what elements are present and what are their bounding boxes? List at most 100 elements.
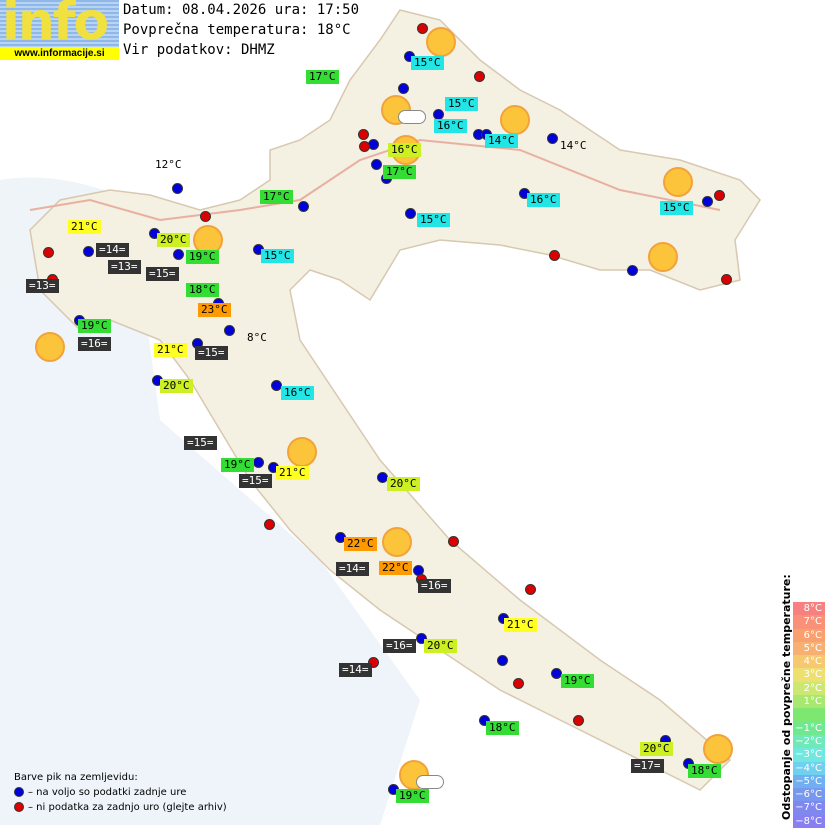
temperature-label[interactable]: =16= [418, 579, 451, 593]
blue-dot-icon [14, 787, 24, 797]
temperature-label[interactable]: =17= [631, 759, 664, 773]
legend-missing: – ni podatka za zadnjo uro (glejte arhiv… [28, 802, 227, 813]
temperature-label[interactable]: 23°C [198, 303, 231, 317]
temperature-label[interactable]: 19°C [78, 319, 111, 333]
deviation-scale: 8°C 7°C 6°C 5°C 4°C 3°C 2°C 1°C −1°C −2°C −3°C −4°C… [793, 602, 825, 828]
station-dot-missing[interactable] [721, 274, 732, 285]
temperature-label[interactable]: 17°C [383, 165, 416, 179]
temperature-label[interactable]: 19°C [186, 250, 219, 264]
station-dot-available[interactable] [173, 249, 184, 260]
average-temperature: Povprečna temperatura: 18°C [123, 22, 351, 38]
temperature-label[interactable]: 20°C [160, 379, 193, 393]
station-dot-available[interactable] [479, 715, 490, 726]
temperature-label[interactable]: 17°C [306, 70, 339, 84]
station-dot-available[interactable] [271, 380, 282, 391]
station-dot-available[interactable] [172, 183, 183, 194]
temperature-label[interactable]: 15°C [417, 213, 450, 227]
temperature-label[interactable]: 15°C [411, 56, 444, 70]
temperature-label[interactable]: 16°C [434, 119, 467, 133]
temperature-label[interactable]: 20°C [157, 233, 190, 247]
temperature-label[interactable]: 18°C [688, 764, 721, 778]
legend-ok: – na voljo so podatki zadnje ure [28, 787, 187, 798]
station-dot-missing[interactable] [264, 519, 275, 530]
temperature-label[interactable]: 22°C [379, 561, 412, 575]
temperature-label[interactable]: 21°C [154, 343, 187, 357]
temperature-label[interactable]: =15= [195, 346, 228, 360]
station-dot-missing[interactable] [359, 141, 370, 152]
temperature-label[interactable]: 16°C [527, 193, 560, 207]
temperature-label[interactable]: 15°C [261, 249, 294, 263]
station-dot-missing[interactable] [525, 584, 536, 595]
station-dot-available[interactable] [405, 208, 416, 219]
station-dot-available[interactable] [298, 201, 309, 212]
station-dot-missing[interactable] [368, 657, 379, 668]
station-dot-available[interactable] [253, 457, 264, 468]
station-dot-available[interactable] [371, 159, 382, 170]
temperature-label[interactable]: =15= [146, 267, 179, 281]
station-dot-missing[interactable] [573, 715, 584, 726]
temperature-label[interactable]: 14°C [560, 139, 587, 152]
station-dot-available[interactable] [416, 633, 427, 644]
station-dot-missing[interactable] [549, 250, 560, 261]
sun-icon [382, 527, 412, 557]
temperature-label[interactable]: 21°C [276, 466, 309, 480]
station-dot-missing[interactable] [448, 536, 459, 547]
temperature-label[interactable]: =16= [383, 639, 416, 653]
station-dot-available[interactable] [547, 133, 558, 144]
scale-title: Odstopanje od povprečne temperature: [780, 574, 793, 820]
temperature-label[interactable]: 18°C [186, 283, 219, 297]
scale-step: 1°C [793, 695, 825, 709]
scale-step: −7°C [793, 801, 825, 815]
temperature-label[interactable]: =15= [184, 436, 217, 450]
temperature-label[interactable]: 20°C [387, 477, 420, 491]
temperature-label[interactable]: 21°C [68, 220, 101, 234]
scale-step: 6°C [793, 628, 825, 642]
station-dot-available[interactable] [497, 655, 508, 666]
scale-step: −3°C [793, 748, 825, 762]
temperature-label[interactable]: =14= [96, 243, 129, 257]
station-dot-available[interactable] [702, 196, 713, 207]
scale-step [793, 708, 825, 722]
scale-step: 5°C [793, 641, 825, 656]
temperature-label[interactable]: 19°C [396, 789, 429, 803]
station-dot-missing[interactable] [43, 247, 54, 258]
station-dot-missing[interactable] [200, 211, 211, 222]
temperature-label[interactable]: =13= [26, 279, 59, 293]
temperature-label[interactable]: 16°C [281, 386, 314, 400]
temperature-label[interactable]: 15°C [660, 201, 693, 215]
station-dot-available[interactable] [627, 265, 638, 276]
temperature-label[interactable]: 8°C [247, 331, 267, 344]
station-dot-missing[interactable] [358, 129, 369, 140]
station-dot-missing[interactable] [513, 678, 524, 689]
temperature-label[interactable]: 20°C [640, 742, 673, 756]
station-dot-missing[interactable] [474, 71, 485, 82]
temperature-label[interactable]: 14°C [485, 134, 518, 148]
temperature-label[interactable]: 22°C [344, 537, 377, 551]
temperature-label[interactable]: 18°C [486, 721, 519, 735]
temperature-label[interactable]: =14= [336, 562, 369, 576]
date-line: Datum: 08.04.2026 ura: 17:50 [123, 2, 360, 18]
temperature-label[interactable]: 12°C [155, 158, 182, 171]
temperature-label[interactable]: =14= [339, 663, 372, 677]
red-dot-icon [14, 802, 24, 812]
temperature-label[interactable]: 17°C [260, 190, 293, 204]
temperature-label[interactable]: 15°C [445, 97, 478, 111]
temperature-label[interactable]: 20°C [424, 639, 457, 653]
sun-icon [663, 167, 693, 197]
temperature-label[interactable]: 21°C [504, 618, 537, 632]
temperature-label[interactable]: 19°C [221, 458, 254, 472]
station-dot-missing[interactable] [417, 23, 428, 34]
scale-step: 4°C [793, 655, 825, 669]
station-dot-available[interactable] [398, 83, 409, 94]
station-dot-available[interactable] [551, 668, 562, 679]
logo[interactable]: info www.informacije.si [0, 0, 119, 60]
temperature-label[interactable]: 19°C [561, 674, 594, 688]
temperature-label[interactable]: =15= [239, 474, 272, 488]
station-dot-missing[interactable] [714, 190, 725, 201]
station-dot-available[interactable] [83, 246, 94, 257]
temperature-label[interactable]: =13= [108, 260, 141, 274]
temperature-label[interactable]: 16°C [388, 143, 421, 157]
logo-url[interactable]: www.informacije.si [0, 47, 119, 60]
station-dot-available[interactable] [224, 325, 235, 336]
temperature-label[interactable]: =16= [78, 337, 111, 351]
